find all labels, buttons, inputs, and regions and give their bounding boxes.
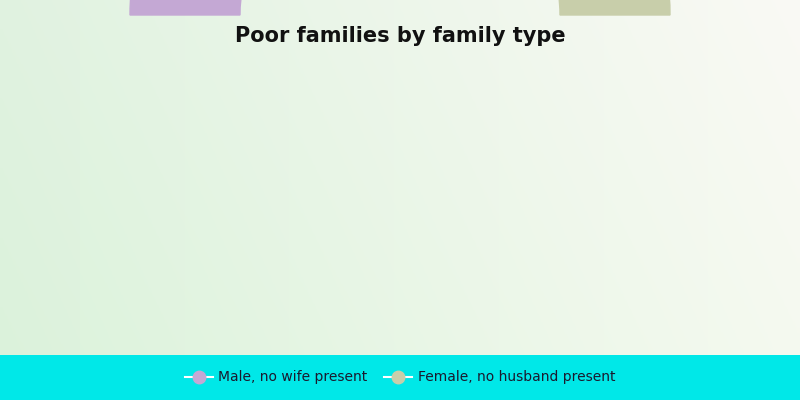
Legend: Male, no wife present, Female, no husband present: Male, no wife present, Female, no husban…: [179, 365, 621, 390]
Wedge shape: [211, 0, 670, 15]
Wedge shape: [130, 0, 286, 15]
Text: Poor families by family type: Poor families by family type: [234, 26, 566, 46]
